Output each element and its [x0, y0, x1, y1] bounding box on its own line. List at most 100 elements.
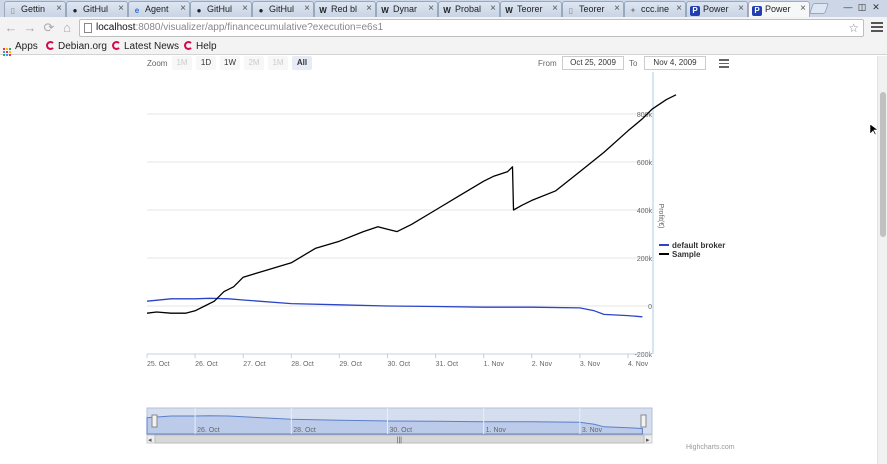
- scroll-left-arrow-icon[interactable]: ◂: [148, 437, 152, 444]
- tab-close-icon[interactable]: ×: [242, 3, 248, 14]
- forward-arrow-icon[interactable]: →: [23, 20, 37, 35]
- y-tick-label: 400k: [637, 208, 653, 215]
- bookmarks-bar: Apps Debian.org Latest News Help: [0, 39, 887, 56]
- export-menu-icon[interactable]: [719, 59, 729, 68]
- tab-title: Gettin: [21, 4, 46, 14]
- browser-tab[interactable]: ▯ Teorer ×: [562, 1, 624, 17]
- bookmark-item[interactable]: Latest News: [112, 40, 179, 54]
- grid-lines: [147, 113, 652, 355]
- close-window-icon[interactable]: ✕: [872, 2, 880, 12]
- x-tick-label: 1. Nov: [484, 361, 505, 368]
- zoom-label: Zoom: [147, 59, 168, 68]
- from-date-input[interactable]: Oct 25, 2009: [562, 56, 624, 70]
- browser-tab[interactable]: W Red bl ×: [314, 1, 376, 17]
- page-viewport: Zoom 1M 1D 1W 2M 1M All From Oct 25, 2009 To …: [0, 56, 877, 464]
- zoom-button: 2M: [244, 56, 264, 70]
- y-tick-label: -200k: [634, 352, 652, 359]
- minimize-icon[interactable]: —: [843, 2, 853, 12]
- bookmark-item[interactable]: Apps: [3, 40, 38, 56]
- scrollbar-grip-icon: |||: [397, 437, 403, 444]
- tab-title: Red bl: [331, 4, 358, 14]
- tab-title: ccc.ine: [641, 4, 670, 14]
- restore-icon[interactable]: ◫: [857, 2, 867, 12]
- new-tab-button[interactable]: [808, 3, 830, 14]
- from-label: From: [538, 59, 557, 68]
- legend-label: default broker: [672, 241, 726, 250]
- browser-tab[interactable]: ● GitHul ×: [252, 1, 314, 17]
- reload-icon[interactable]: ⟳: [43, 20, 55, 35]
- bookmark-star-icon[interactable]: ☆: [848, 21, 859, 35]
- tab-title: GitHul: [207, 4, 233, 14]
- mouse-cursor-icon: [870, 124, 878, 136]
- x-tick-label: 30. Oct: [387, 361, 410, 368]
- tab-close-icon[interactable]: ×: [676, 3, 682, 14]
- tab-title: Dynar: [393, 4, 418, 14]
- y-tick-label: 0: [648, 304, 652, 311]
- tab-title: GitHul: [83, 4, 109, 14]
- zoom-button[interactable]: All: [292, 56, 312, 70]
- address-bar[interactable]: localhost:8080/visualizer/app/financecum…: [79, 19, 864, 37]
- bookmark-label: Help: [196, 41, 217, 52]
- y-tick-label: 800k: [637, 112, 653, 119]
- navigator-handle[interactable]: [151, 414, 158, 428]
- x-tick-label: 2. Nov: [532, 361, 553, 368]
- browser-menu-icon[interactable]: [871, 20, 883, 32]
- zoom-button: 1M: [268, 56, 288, 70]
- browser-tab[interactable]: ▯ Gettin ×: [4, 1, 66, 17]
- tab-close-icon[interactable]: ×: [304, 3, 310, 14]
- tab-close-icon[interactable]: ×: [490, 3, 496, 14]
- navigator-handle[interactable]: [640, 414, 647, 428]
- tab-close-icon[interactable]: ×: [118, 3, 124, 14]
- back-arrow-icon[interactable]: ←: [4, 20, 18, 35]
- tab-title: Power: [765, 4, 791, 14]
- puzzle-icon: ✦: [629, 6, 637, 15]
- scrollbar-thumb[interactable]: [880, 92, 886, 237]
- legend-item[interactable]: default broker: [659, 241, 725, 250]
- x-tick-label: 25. Oct: [147, 361, 170, 368]
- legend-item[interactable]: Sample: [659, 250, 700, 259]
- tab-title: Agent: [145, 4, 169, 14]
- tab-close-icon[interactable]: ×: [366, 3, 372, 14]
- navigator-scrollbar-thumb[interactable]: [154, 434, 645, 444]
- y-tick-label: 200k: [637, 256, 653, 263]
- tab-close-icon[interactable]: ×: [428, 3, 434, 14]
- home-icon[interactable]: ⌂: [63, 20, 71, 35]
- bookmark-item[interactable]: Help: [184, 40, 217, 54]
- y-tick-label: 600k: [637, 160, 653, 167]
- scroll-right-arrow-icon[interactable]: ▸: [646, 437, 650, 444]
- browser-tab[interactable]: W Probal ×: [438, 1, 500, 17]
- tab-close-icon[interactable]: ×: [800, 3, 806, 14]
- page-scrollbar[interactable]: [877, 56, 887, 464]
- browser-tab[interactable]: W Teorer ×: [500, 1, 562, 17]
- to-date-input[interactable]: Nov 4, 2009: [644, 56, 706, 70]
- tab-close-icon[interactable]: ×: [56, 3, 62, 14]
- navigator-tick-label: 26. Oct: [197, 427, 220, 434]
- navigator: 26. Oct 28. Oct 30. Oct 1. Nov 3. Nov ◂ ▸ |||: [146, 407, 653, 444]
- series-lines: [146, 94, 677, 318]
- credits-link[interactable]: Highcharts.com: [686, 444, 735, 451]
- browser-tab[interactable]: P Power ×: [748, 1, 810, 18]
- x-axis: 25. Oct 26. Oct 27. Oct 28. Oct 29. Oct 30. O…: [146, 353, 652, 368]
- tab-close-icon[interactable]: ×: [180, 3, 186, 14]
- browser-tab[interactable]: ● GitHul ×: [66, 1, 128, 17]
- browser-tab[interactable]: W Dynar ×: [376, 1, 438, 17]
- tab-title: Teorer: [579, 4, 605, 14]
- tab-close-icon[interactable]: ×: [738, 3, 744, 14]
- bookmark-item[interactable]: Debian.org: [46, 40, 107, 54]
- edge-icon: e: [134, 6, 140, 15]
- series-line-sample: [146, 94, 677, 314]
- tab-strip: ▯ Gettin × ● GitHul × e Agent × ● GitHul × ● GitHul × W…: [0, 0, 887, 18]
- tab-close-icon[interactable]: ×: [614, 3, 620, 14]
- tab-title: Power: [703, 4, 729, 14]
- url-path: :8080/visualizer/app/financecumulative?e…: [135, 22, 384, 33]
- zoom-button[interactable]: 1W: [220, 56, 240, 70]
- x-tick-label: 26. Oct: [195, 361, 218, 368]
- tab-close-icon[interactable]: ×: [552, 3, 558, 14]
- browser-tab[interactable]: ✦ ccc.ine ×: [624, 1, 686, 17]
- browser-tab[interactable]: P Power ×: [686, 1, 748, 17]
- zoom-button[interactable]: 1D: [196, 56, 216, 70]
- browser-tab[interactable]: ● GitHul ×: [190, 1, 252, 17]
- browser-tab[interactable]: e Agent ×: [128, 1, 190, 17]
- apps-grid-icon: [3, 48, 11, 56]
